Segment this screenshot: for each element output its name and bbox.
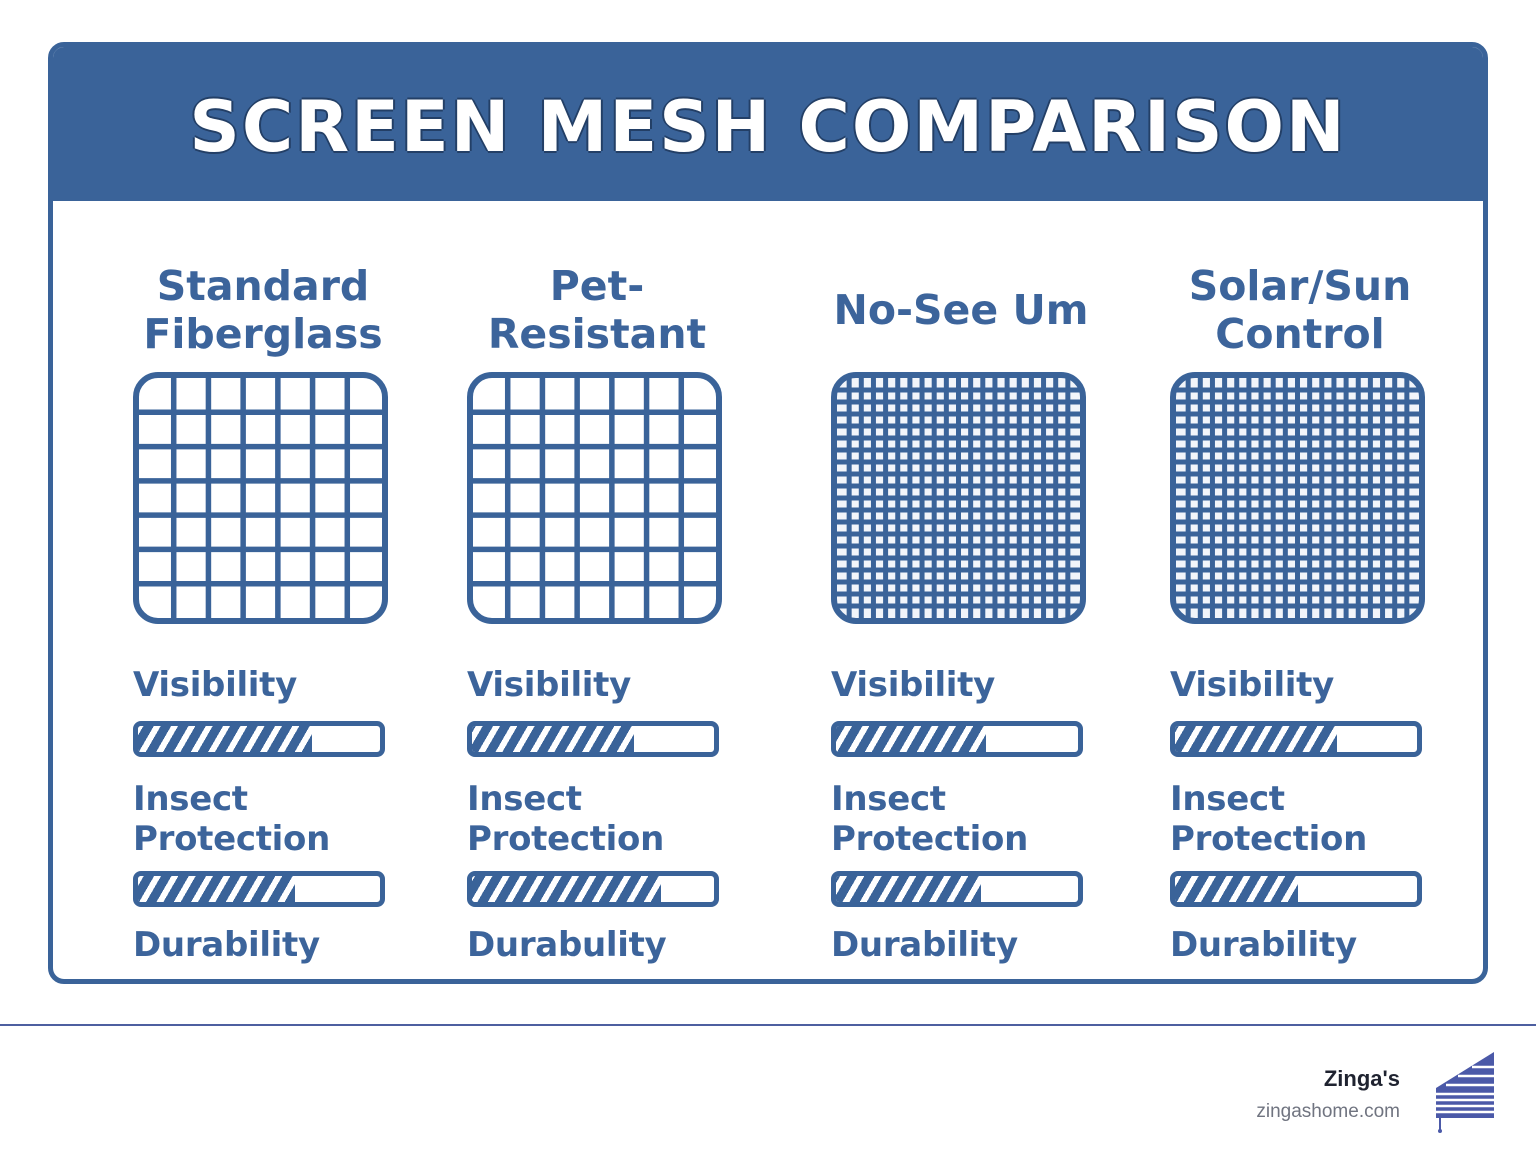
mesh-frame	[133, 372, 388, 624]
mesh-grid	[473, 378, 716, 618]
mesh-grid	[1176, 378, 1419, 618]
mesh-swatch	[1170, 372, 1425, 624]
mesh-type-name: Standard Fiberglass	[143, 262, 383, 358]
insect-protection-label: Insect Protection	[1170, 779, 1367, 859]
visibility-label: Visibility	[1170, 665, 1334, 705]
insect-protection-label: Insect Protection	[467, 779, 664, 859]
comparison-card: SCREEN MESH COMPARISON Standard Fibergla…	[48, 42, 1488, 984]
zingas-blinds-logo-icon	[1432, 1052, 1496, 1133]
footer-divider	[0, 1024, 1536, 1026]
visibility-bar-fill	[1175, 726, 1338, 752]
insect-protection-bar-fill	[472, 876, 661, 902]
mesh-type-name: Pet- Resistant	[487, 262, 707, 358]
column-no-see-um: No-See Um Visibility Insect Protection D…	[831, 47, 1091, 979]
visibility-bar-fill	[836, 726, 987, 752]
visibility-bar	[467, 721, 719, 757]
mesh-swatch	[831, 372, 1086, 624]
visibility-label: Visibility	[133, 665, 297, 705]
brand-block: Zinga's zingashome.com	[1256, 1064, 1400, 1127]
visibility-bar-fill	[472, 726, 635, 752]
page-title: SCREEN MESH COMPARISON	[189, 86, 1347, 168]
visibility-bar-fill	[138, 726, 313, 752]
brand-name: Zinga's	[1323, 1066, 1400, 1091]
insect-protection-bar	[831, 871, 1083, 907]
insect-protection-bar	[1170, 871, 1422, 907]
visibility-bar	[831, 721, 1083, 757]
mesh-type-name: No-See Um	[833, 286, 1089, 334]
brand-url: zingashome.com	[1256, 1101, 1400, 1122]
column-solar-sun-control: Solar/Sun Control Visibility Insect Prot…	[1170, 47, 1430, 979]
insect-protection-bar-fill	[836, 876, 982, 902]
durability-label: Durability	[1170, 925, 1357, 965]
durability-label: Durabulity	[467, 925, 667, 965]
mesh-swatch	[133, 372, 388, 624]
mesh-frame	[467, 372, 722, 624]
durability-label: Durability	[133, 925, 320, 965]
column-standard-fiberglass: Standard Fiberglass Visibility Insect Pr…	[133, 47, 393, 979]
visibility-bar	[133, 721, 385, 757]
mesh-swatch	[467, 372, 722, 624]
insect-protection-bar-fill	[138, 876, 296, 902]
visibility-label: Visibility	[467, 665, 631, 705]
column-pet-resistant: Pet- Resistant Visibility Insect Protect…	[467, 47, 727, 979]
insect-protection-label: Insect Protection	[133, 779, 330, 859]
mesh-grid	[837, 378, 1080, 618]
insect-protection-label: Insect Protection	[831, 779, 1028, 859]
insect-protection-bar-fill	[1175, 876, 1299, 902]
title-banner: SCREEN MESH COMPARISON	[53, 47, 1483, 201]
visibility-bar	[1170, 721, 1422, 757]
mesh-type-name: Solar/Sun Control	[1188, 262, 1412, 358]
durability-label: Durability	[831, 925, 1018, 965]
visibility-label: Visibility	[831, 665, 995, 705]
mesh-grid	[139, 378, 382, 618]
insect-protection-bar	[467, 871, 719, 907]
insect-protection-bar	[133, 871, 385, 907]
